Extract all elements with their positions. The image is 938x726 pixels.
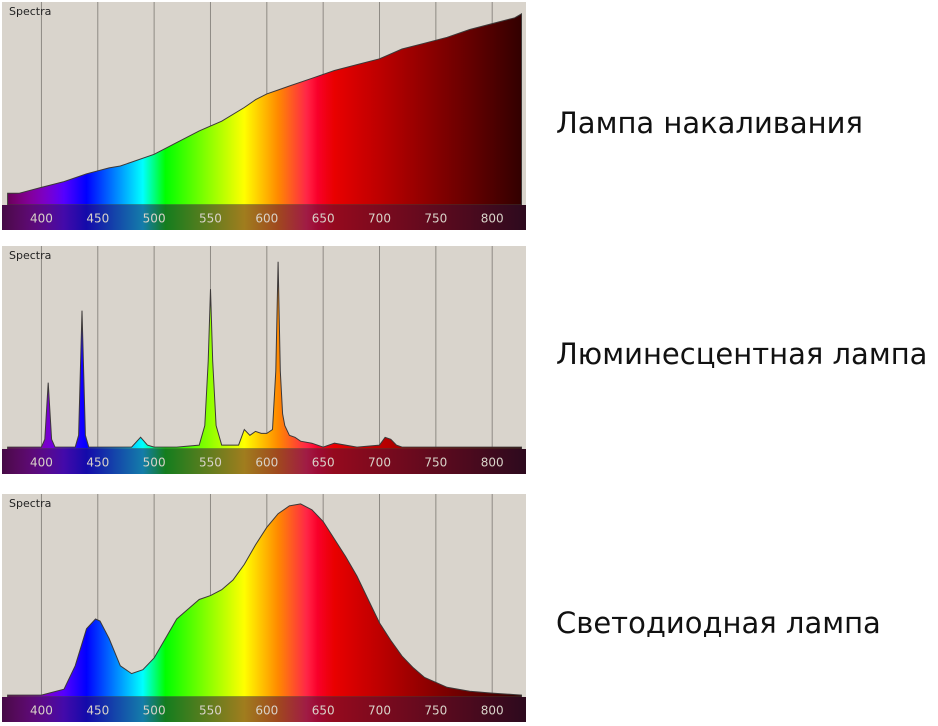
wavelength-axis-bar (2, 449, 526, 474)
x-tick-label: 550 (199, 456, 222, 470)
x-tick-label: 550 (199, 212, 222, 226)
spectrum-chart: 400 450 500 550 600 650 700 750 800 Spectra (2, 246, 526, 474)
data-series (7, 261, 522, 450)
x-tick-label: 600 (255, 212, 278, 226)
x-tick-label: 550 (199, 704, 222, 718)
x-tick-label: 400 (30, 456, 53, 470)
spectrum-panel-incandescent: 400 450 500 550 600 650 700 750 800 Spectra (2, 2, 526, 230)
spectrum-area (7, 13, 522, 206)
x-tick-label: 650 (312, 704, 335, 718)
spectrum-chart: 400 450 500 550 600 650 700 750 800 Spectra (2, 2, 526, 230)
x-tick-label: 500 (143, 456, 166, 470)
x-tick-label: 600 (255, 456, 278, 470)
wavelength-axis-bar (2, 205, 526, 230)
gridlines (40, 246, 493, 449)
x-tick-label: 800 (481, 456, 504, 470)
plot-background (2, 246, 526, 449)
x-tick-label: 800 (481, 212, 504, 226)
x-tick-label: 750 (424, 456, 447, 470)
x-tick-label: 800 (481, 704, 504, 718)
x-tick-label: 750 (424, 212, 447, 226)
x-tick-label: 700 (368, 456, 391, 470)
x-tick-label: 500 (143, 212, 166, 226)
caption-led: Светодиодная лампа (556, 606, 881, 640)
x-tick-label: 400 (30, 704, 53, 718)
spectrum-panel-led: 400 450 500 550 600 650 700 750 800 Spectra (2, 494, 526, 722)
x-tick-label: 700 (368, 212, 391, 226)
x-tick-label: 450 (86, 456, 109, 470)
panel-label: Spectra (9, 5, 51, 18)
x-tick-label: 500 (143, 704, 166, 718)
data-series (7, 503, 522, 698)
wavelength-axis-bar (2, 697, 526, 722)
caption-incandescent: Лампа накаливания (556, 106, 863, 140)
spectrum-area (7, 503, 522, 698)
panel-label: Spectra (9, 249, 51, 262)
spectrum-chart: 400 450 500 550 600 650 700 750 800 Spectra (2, 494, 526, 722)
x-tick-label: 650 (312, 456, 335, 470)
x-axis-ticks: 400 450 500 550 600 650 700 750 800 (30, 704, 504, 718)
x-axis-ticks: 400 450 500 550 600 650 700 750 800 (30, 212, 504, 226)
data-series (7, 13, 522, 206)
x-tick-label: 650 (312, 212, 335, 226)
x-tick-label: 400 (30, 212, 53, 226)
x-axis-ticks: 400 450 500 550 600 650 700 750 800 (30, 456, 504, 470)
x-tick-label: 600 (255, 704, 278, 718)
x-tick-label: 450 (86, 212, 109, 226)
spectrum-area (7, 261, 522, 450)
x-tick-label: 750 (424, 704, 447, 718)
panel-label: Spectra (9, 497, 51, 510)
spectrum-panel-fluorescent: 400 450 500 550 600 650 700 750 800 Spectra (2, 246, 526, 474)
x-tick-label: 700 (368, 704, 391, 718)
caption-fluorescent: Люминесцентная лампа (556, 337, 928, 371)
x-tick-label: 450 (86, 704, 109, 718)
